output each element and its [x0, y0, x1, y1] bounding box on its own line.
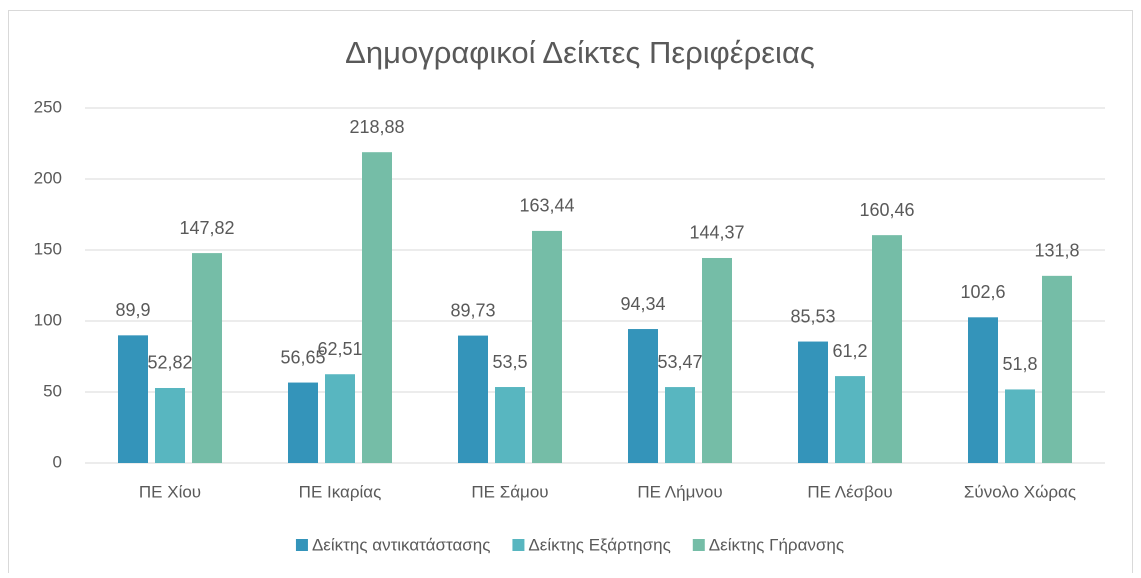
legend-label: Δείκτης Εξάρτησης [528, 535, 670, 554]
x-tick-label: Σύνολο Χώρας [964, 482, 1076, 501]
legend-swatch [512, 539, 525, 551]
bar [798, 341, 828, 463]
value-label: 52,82 [147, 353, 192, 373]
bar [702, 257, 732, 463]
value-label: 218,88 [349, 117, 404, 137]
value-label: 85,53 [790, 306, 835, 326]
value-label: 94,34 [620, 294, 665, 314]
y-tick-label: 100 [34, 310, 62, 329]
bar [665, 387, 695, 463]
y-tick-label: 150 [34, 239, 62, 258]
bar [362, 152, 392, 463]
bar [118, 335, 148, 463]
value-label: 89,9 [115, 300, 150, 320]
bar [325, 374, 355, 463]
value-label: 163,44 [519, 196, 574, 216]
value-label: 102,6 [960, 282, 1005, 302]
value-label: 56,65 [280, 347, 325, 367]
value-label: 144,37 [689, 223, 744, 243]
x-tick-label: ΠΕ Λέσβου [807, 482, 892, 501]
bar [872, 235, 902, 463]
x-tick-label: ΠΕ Χίου [139, 482, 201, 501]
x-tick-label: ΠΕ Λήμνου [637, 482, 722, 501]
bar [495, 387, 525, 463]
bar [1042, 275, 1072, 463]
chart-title: Δημογραφικοί Δείκτες Περιφέρειας [345, 35, 815, 70]
bar [968, 317, 998, 463]
x-tick-label: ΠΕ Σάμου [471, 482, 548, 501]
y-tick-label: 0 [53, 452, 62, 471]
value-label: 51,8 [1002, 354, 1037, 374]
bar [288, 382, 318, 463]
bar [458, 335, 488, 463]
bar [1005, 389, 1035, 463]
value-label: 62,51 [317, 339, 362, 359]
value-label: 53,5 [492, 352, 527, 372]
bar [835, 376, 865, 463]
x-tick-label: ΠΕ Ικαρίας [299, 482, 382, 501]
value-label: 61,2 [832, 341, 867, 361]
bar [192, 253, 222, 463]
bar [155, 387, 185, 463]
value-label: 147,82 [179, 218, 234, 238]
legend-swatch [692, 539, 705, 551]
y-tick-label: 250 [34, 97, 62, 116]
value-label: 131,8 [1034, 241, 1079, 261]
y-tick-label: 50 [43, 381, 62, 400]
legend-swatch [295, 539, 308, 551]
value-label: 89,73 [450, 300, 495, 320]
y-tick-label: 200 [34, 168, 62, 187]
value-label: 53,47 [657, 352, 702, 372]
legend-label: Δείκτης Γήρανσης [709, 535, 844, 554]
legend-label: Δείκτης αντικατάστασης [312, 535, 490, 554]
value-label: 160,46 [859, 200, 914, 220]
bar [532, 230, 562, 463]
bar [628, 329, 658, 463]
